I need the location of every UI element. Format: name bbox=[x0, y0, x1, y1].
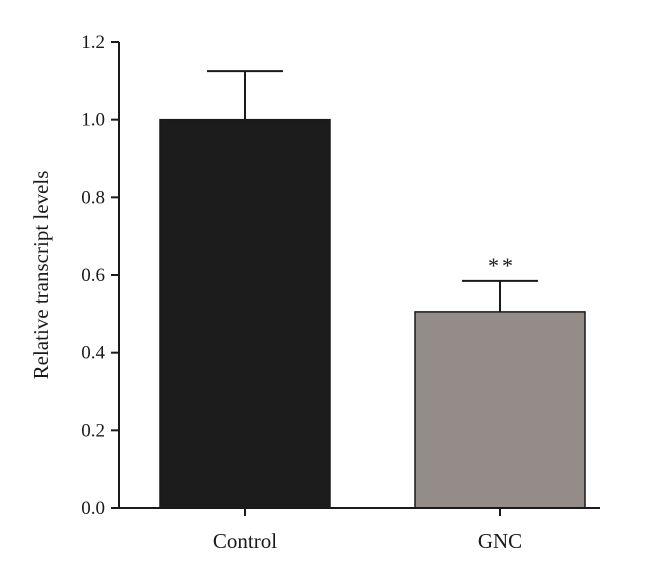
plot-area: Control GNC ** 0.0 0.2 0.4 0.6 0.8 1.0 1.2 bbox=[81, 32, 600, 553]
y-tick-label: 0.4 bbox=[81, 343, 105, 364]
y-axis-label: Relative transcript levels bbox=[29, 171, 53, 380]
y-tick-label: 0.0 bbox=[81, 498, 105, 519]
y-tick-label: 0.6 bbox=[81, 265, 105, 286]
y-tick-label: 0.2 bbox=[81, 420, 105, 441]
significance-annotation: ** bbox=[488, 253, 516, 278]
x-tick-label-control: Control bbox=[213, 529, 277, 553]
y-tick-label: 1.2 bbox=[81, 32, 105, 53]
y-tick-label: 0.8 bbox=[81, 187, 105, 208]
x-tick-label-gnc: GNC bbox=[478, 529, 522, 553]
bar-control bbox=[159, 118, 331, 509]
bar-gnc bbox=[414, 311, 586, 509]
y-tick-label: 1.0 bbox=[81, 110, 105, 131]
